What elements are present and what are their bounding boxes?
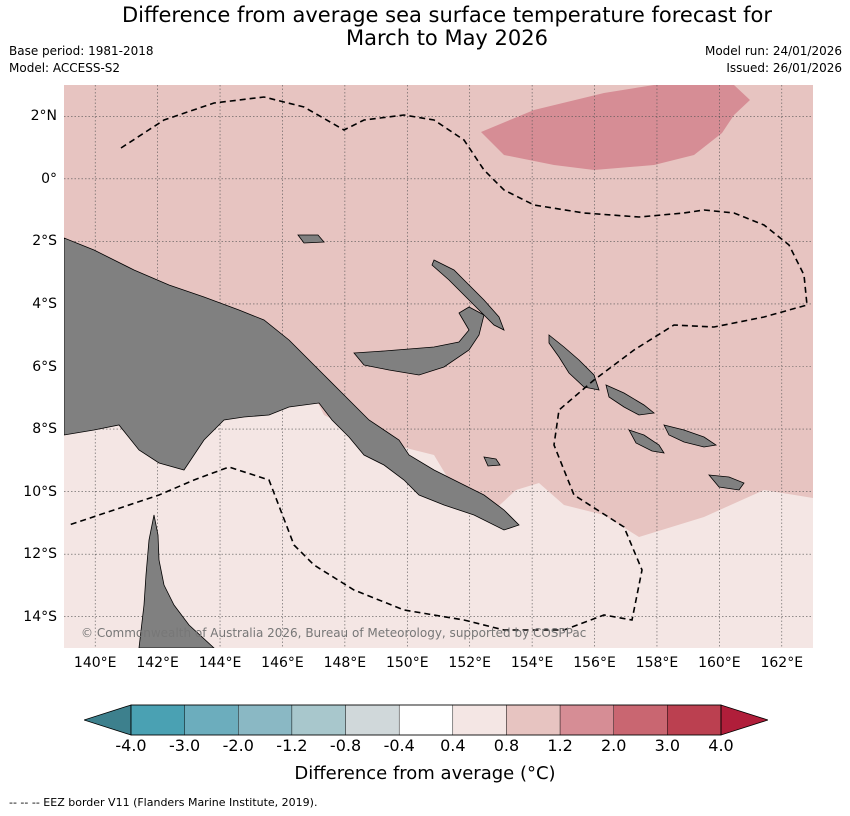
lon-tick-label: 162°E xyxy=(760,655,804,671)
lat-tick-label: 10°S xyxy=(23,483,57,500)
model-run: Model run: 24/01/2026 xyxy=(704,44,842,58)
colorbar-segment xyxy=(238,704,293,736)
lon-tick-label: 146°E xyxy=(261,655,304,671)
colorbar-tick-label: 0.8 xyxy=(493,736,520,755)
meta-left: Base period: 1981-2018 Model: ACCESS-S2 xyxy=(9,43,154,77)
eez-footnote: -- -- -- EEZ border V11 (Flanders Marine… xyxy=(9,796,318,809)
colorbar-segment xyxy=(130,704,185,736)
solomons-land-3 xyxy=(663,424,718,448)
colorbar-svg xyxy=(82,704,770,736)
colorbar-tick-label: -1.2 xyxy=(276,736,308,755)
colorbar-tick-label: 1.2 xyxy=(547,736,573,755)
lat-tick-label: 14°S xyxy=(23,608,57,625)
new-britain-land xyxy=(353,306,485,376)
lon-tick-label: 150°E xyxy=(385,655,429,671)
lat-tick-label: 2°N xyxy=(30,108,57,125)
chart-title: Difference from average sea surface temp… xyxy=(0,4,850,50)
lat-tick-label: 0° xyxy=(41,170,57,187)
colorbar-segment xyxy=(184,704,239,736)
colorbar-under-arrow xyxy=(82,704,132,736)
lat-tick-label: 8°S xyxy=(32,421,57,438)
model-name: Model: ACCESS-S2 xyxy=(9,61,121,75)
lon-tick-label: 142°E xyxy=(136,655,179,671)
lon-tick-label: 154°E xyxy=(510,655,554,671)
lat-tick-label: 4°S xyxy=(32,295,57,312)
title-line-2: March to May 2026 xyxy=(346,26,548,50)
colorbar-tick-label: -3.0 xyxy=(169,736,201,755)
lon-tick-label: 156°E xyxy=(573,655,616,671)
lat-tick-label: 2°S xyxy=(32,233,57,250)
anomaly-zone-1-2-2-0 xyxy=(481,85,750,170)
colorbar-segment xyxy=(506,704,561,736)
map-svg xyxy=(64,85,813,648)
copyright-notice: © Commonwealth of Australia 2026, Bureau… xyxy=(81,626,587,640)
lon-tick-label: 158°E xyxy=(635,655,679,671)
solomons-land-1 xyxy=(605,384,655,416)
issued-date: Issued: 26/01/2026 xyxy=(726,61,842,75)
colorbar-tick-label: -2.0 xyxy=(222,736,254,755)
colorbar-tick-label: -0.4 xyxy=(383,736,415,755)
colorbar-segment xyxy=(613,704,668,736)
new-ireland-land xyxy=(431,259,505,331)
base-period: Base period: 1981-2018 xyxy=(9,44,154,58)
colorbar-segment xyxy=(398,704,454,736)
gridlines xyxy=(64,85,813,648)
colorbar-tick-label: 4.0 xyxy=(708,736,734,755)
colorbar-segment xyxy=(559,704,614,736)
lon-tick-label: 144°E xyxy=(198,655,242,671)
colorbar-title: Difference from average (°C) xyxy=(294,763,556,784)
title-line-1: Difference from average sea surface temp… xyxy=(122,3,772,27)
woodlark-land xyxy=(483,456,501,467)
colorbar-tick-label: -4.0 xyxy=(115,736,147,755)
colorbar-tick-label: 2.0 xyxy=(600,736,627,755)
lon-tick-label: 140°E xyxy=(73,655,117,671)
colorbar-tick-label: 0.4 xyxy=(440,736,466,755)
new-guinea-land xyxy=(64,237,520,531)
land-masses xyxy=(64,234,745,648)
bougainville-land xyxy=(548,334,600,391)
colorbar-over-arrow xyxy=(720,704,770,736)
anomaly-zone-0-8-1-2 xyxy=(64,85,813,537)
guadalcanal-land xyxy=(708,474,745,491)
colorbar-segment xyxy=(345,704,400,736)
colorbar-tick-label: 3.0 xyxy=(654,736,681,755)
manus-land xyxy=(297,234,325,244)
eez-border-png xyxy=(68,96,808,631)
eez-border xyxy=(68,96,808,631)
cape-york-land xyxy=(138,514,215,648)
solomons-land-2 xyxy=(628,429,665,454)
colorbar-tick-label: -0.8 xyxy=(329,736,362,755)
meta-right: Model run: 24/01/2026 Issued: 26/01/2026 xyxy=(705,43,842,77)
colorbar-segment xyxy=(667,704,722,736)
colorbar-outline xyxy=(130,704,722,736)
lon-tick-label: 152°E xyxy=(448,655,491,671)
map-panel xyxy=(64,85,813,648)
lon-tick-label: 148°E xyxy=(323,655,367,671)
lat-tick-label: 12°S xyxy=(23,546,57,563)
colorbar-segment xyxy=(291,704,346,736)
colorbar xyxy=(82,703,770,737)
lon-tick-label: 160°E xyxy=(698,655,741,671)
lat-tick-label: 6°S xyxy=(32,358,57,375)
colorbar-segment xyxy=(452,704,507,736)
